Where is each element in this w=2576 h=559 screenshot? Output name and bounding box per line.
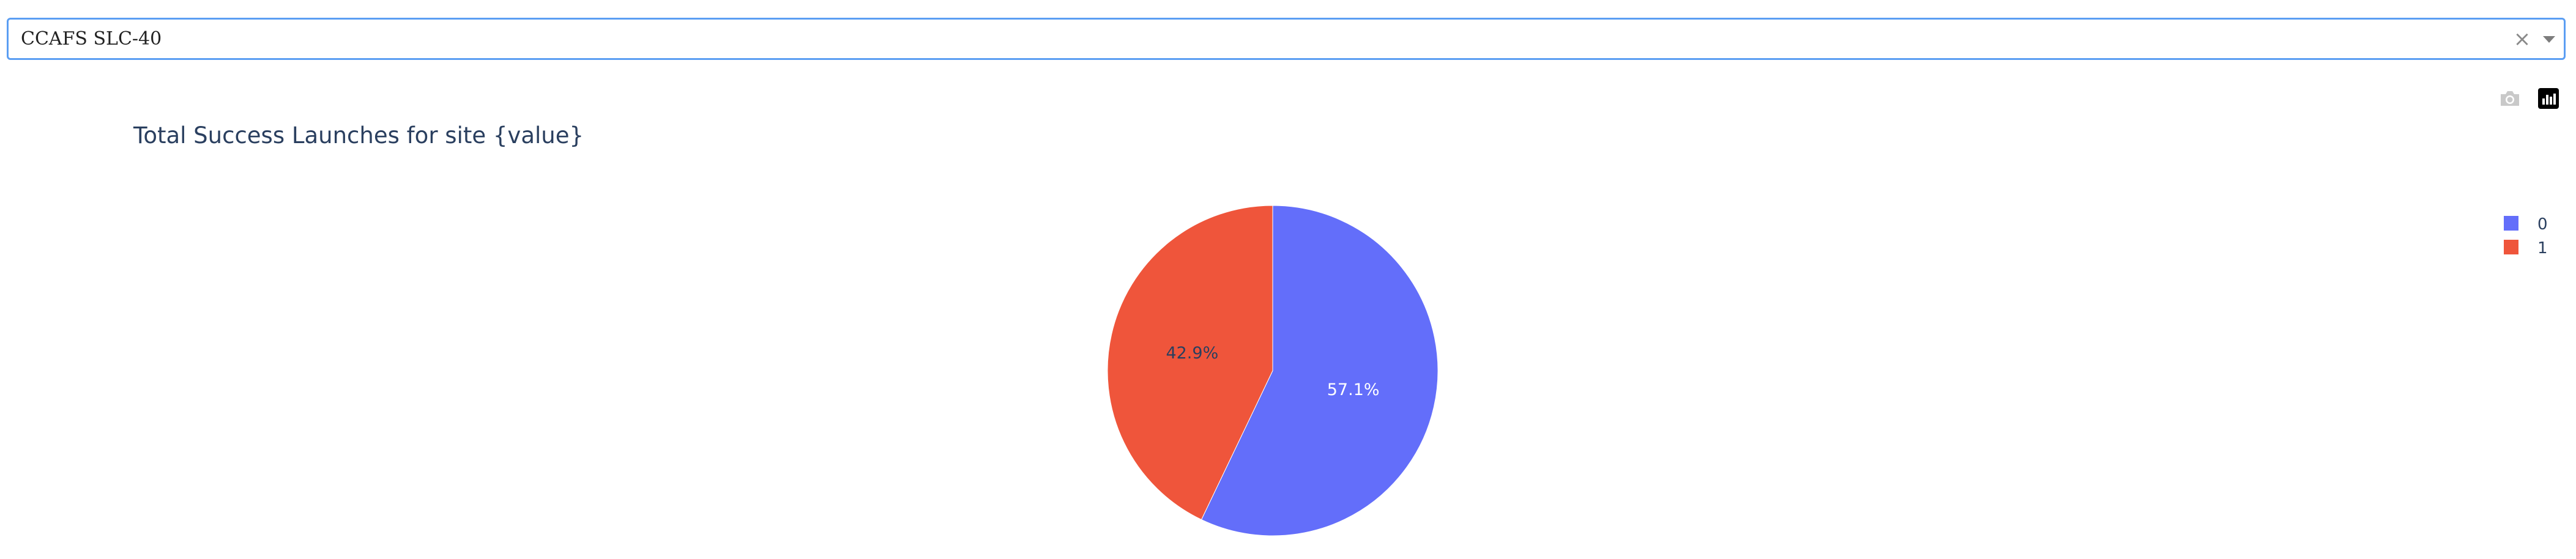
camera-icon[interactable] xyxy=(2499,89,2521,108)
legend-swatch-1 xyxy=(2504,240,2518,254)
dropdown-selected-value: CCAFS SLC-40 xyxy=(21,28,162,50)
chevron-down-icon[interactable] xyxy=(2543,36,2555,43)
slice-label-1: 42.9% xyxy=(1166,344,1218,363)
plotly-logo-icon[interactable] xyxy=(2538,88,2559,109)
legend-label-0: 0 xyxy=(2537,215,2548,234)
legend-item-0[interactable]: 0 xyxy=(2504,215,2548,234)
legend-item-1[interactable]: 1 xyxy=(2504,239,2548,257)
clear-icon[interactable]: × xyxy=(2513,27,2531,51)
site-dropdown[interactable]: CCAFS SLC-40 × xyxy=(7,18,2566,60)
legend-swatch-0 xyxy=(2504,216,2518,231)
slice-label-0: 57.1% xyxy=(1327,380,1380,399)
legend-label-1: 1 xyxy=(2537,239,2548,257)
pie-slice-1[interactable] xyxy=(1107,205,1273,520)
pie-slice-0[interactable] xyxy=(1201,205,1439,536)
chart-title: Total Success Launches for site {value} xyxy=(133,122,584,149)
